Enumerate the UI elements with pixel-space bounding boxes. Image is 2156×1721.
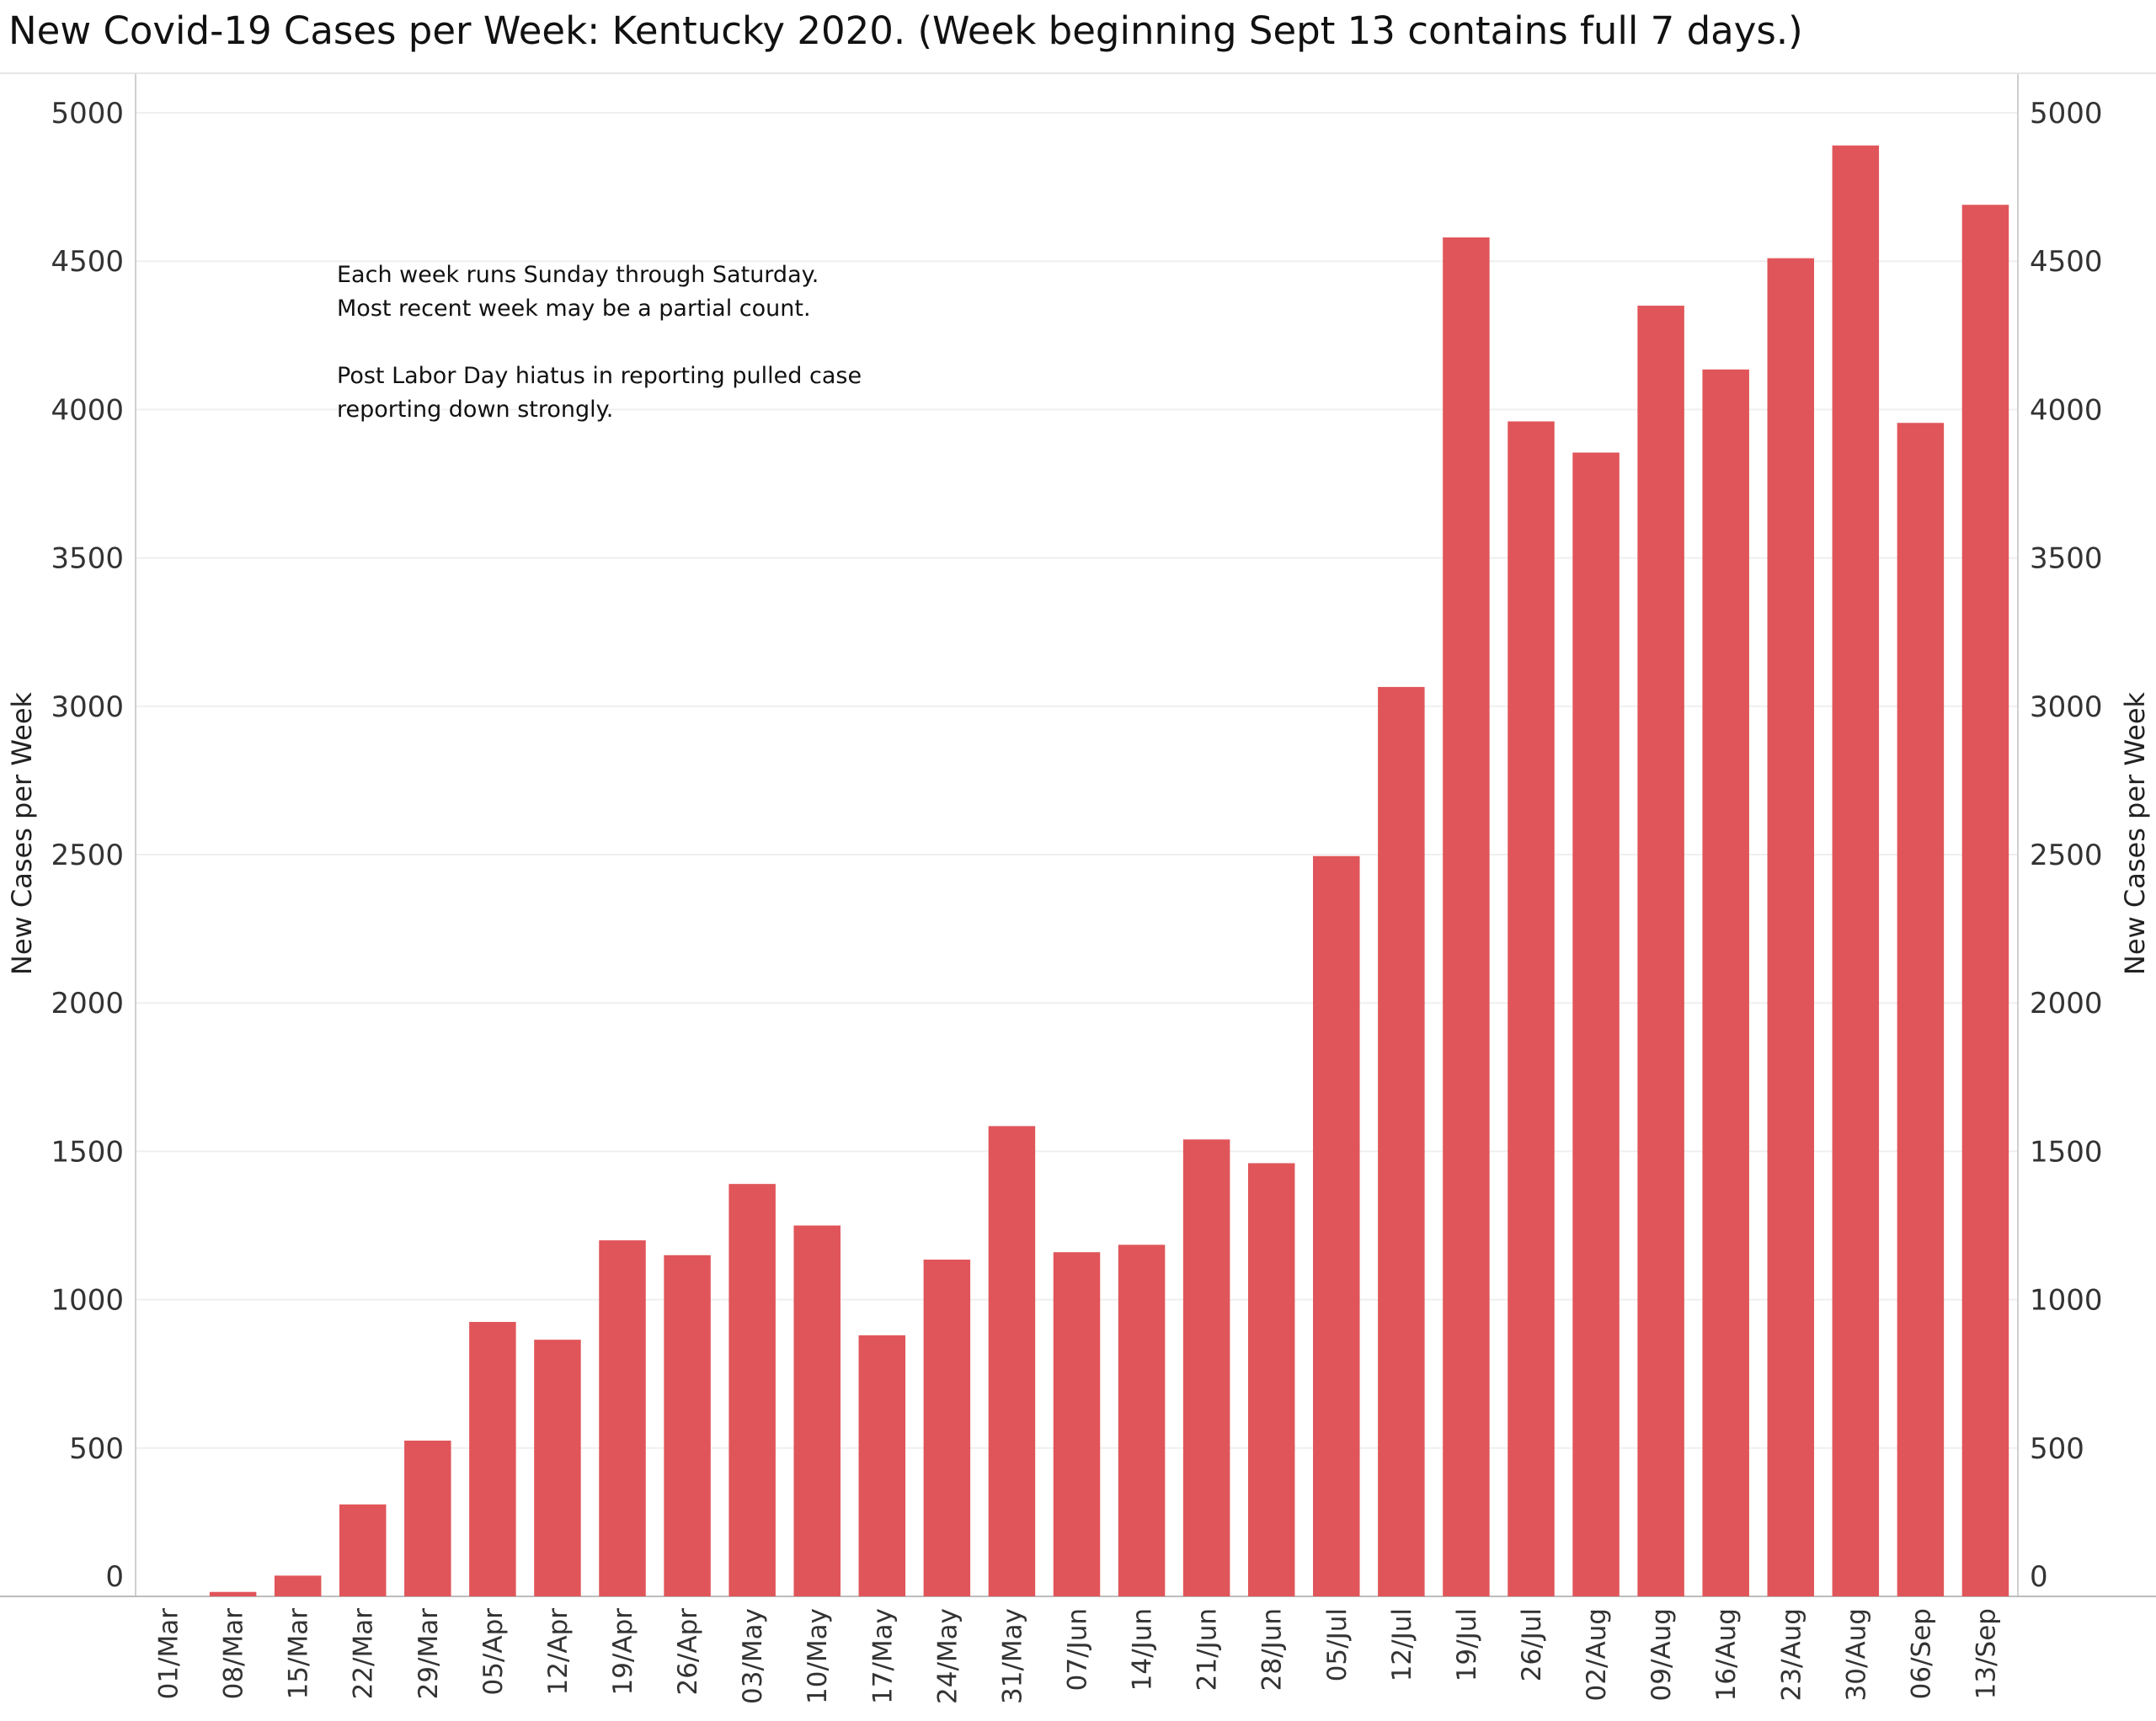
y-tick-label-left: 3500 (51, 542, 124, 576)
bar-29-mar (404, 1440, 451, 1596)
y-tick-label-right: 4500 (2030, 245, 2103, 279)
bar-02-aug (1572, 452, 1620, 1596)
x-tick-label: 12/Jul (1387, 1608, 1417, 1681)
bar-06-sep (1897, 423, 1945, 1596)
y-tick-label-right: 1000 (2030, 1284, 2103, 1318)
bar-14-jun (1118, 1244, 1166, 1596)
title-divider (0, 72, 2156, 74)
x-tick-label: 26/Apr (673, 1608, 703, 1696)
bar-10-may (793, 1225, 841, 1596)
y-tick-label-left: 5000 (51, 97, 124, 131)
x-tick-label: 09/Aug (1646, 1608, 1677, 1701)
annotation-line: Post Labor Day hiatus in reporting pulle… (337, 363, 862, 389)
y-tick-label-left: 3000 (51, 690, 124, 724)
bar-19-apr (599, 1240, 646, 1596)
bar-17-may (858, 1335, 906, 1596)
bar-30-aug (1832, 145, 1880, 1596)
bar-15-mar (274, 1575, 322, 1596)
y-tick-label-left: 500 (69, 1432, 124, 1466)
y-tick-label-right: 2500 (2030, 839, 2103, 872)
bar-12-jul (1378, 686, 1425, 1596)
y-tick-label-right: 4000 (2030, 393, 2103, 427)
x-tick-label: 14/Jun (1128, 1608, 1158, 1691)
bar-28-jun (1247, 1163, 1295, 1596)
bar-03-may (728, 1184, 776, 1596)
x-tick-label: 13/Sep (1971, 1608, 2001, 1699)
x-tick-label: 19/Jul (1452, 1608, 1482, 1681)
y-tick-label-left: 1500 (51, 1135, 124, 1169)
y-tick-label-right: 500 (2030, 1432, 2084, 1466)
y-tick-label-right: 1500 (2030, 1135, 2103, 1169)
y-tick-label-right: 3500 (2030, 542, 2103, 576)
x-tick-label: 01/Mar (154, 1608, 184, 1700)
annotation-spacer (337, 326, 862, 360)
y-tick-label-right: 3000 (2030, 690, 2103, 724)
x-tick-label: 15/Mar (284, 1608, 314, 1700)
bar-31-may (988, 1126, 1036, 1596)
bar-05-apr (469, 1322, 516, 1596)
y-axis-label-left: New Cases per Week (6, 691, 38, 975)
x-tick-label: 26/Jul (1517, 1608, 1547, 1681)
bar-22-mar (339, 1504, 387, 1596)
annotation-line: reporting down strongly. (337, 397, 614, 423)
y-tick-label-left: 2500 (51, 839, 124, 872)
y-tick-label-right: 0 (2030, 1560, 2048, 1594)
x-tick-label: 06/Sep (1906, 1608, 1936, 1699)
bar-16-aug (1702, 369, 1749, 1597)
y-tick-label-left: 4000 (51, 393, 124, 427)
annotation-line: Each week runs Sunday through Saturday. (337, 262, 819, 288)
x-tick-label: 16/Aug (1711, 1608, 1742, 1701)
x-tick-label: 19/Apr (608, 1608, 638, 1696)
x-tick-label: 05/Jul (1322, 1608, 1353, 1681)
x-tick-label: 30/Aug (1841, 1608, 1871, 1701)
x-tick-label: 24/May (932, 1608, 963, 1704)
bar-26-apr (664, 1255, 711, 1596)
x-tick-label: 07/Jun (1063, 1608, 1093, 1691)
bar-26-jul (1508, 421, 1555, 1597)
bar-19-jul (1443, 237, 1490, 1596)
y-tick-label-right: 2000 (2030, 987, 2103, 1020)
bar-13-sep (1961, 205, 2009, 1596)
y-axis-label-right: New Cases per Week (2119, 691, 2151, 975)
y-tick-label-left: 1000 (51, 1284, 124, 1318)
x-tick-label: 08/Mar (219, 1608, 249, 1700)
y-tick-label-left: 4500 (51, 245, 124, 279)
bars (209, 145, 2009, 1597)
chart-annotation: Each week runs Sunday through Saturday. M… (337, 258, 862, 427)
x-tick-label: 02/Aug (1582, 1608, 1612, 1701)
chart-title: New Covid-19 Cases per Week: Kentucky 20… (8, 8, 1803, 53)
annotation-line: Most recent week may be a partial count. (337, 296, 811, 322)
y-tick-label-left: 0 (105, 1560, 124, 1594)
bar-07-jun (1053, 1252, 1101, 1596)
bar-05-jul (1313, 855, 1360, 1596)
x-tick-label: 31/May (997, 1608, 1027, 1704)
x-tick-label: 17/May (867, 1608, 898, 1704)
x-tick-label: 28/Jun (1257, 1608, 1288, 1691)
x-tick-label: 23/Aug (1776, 1608, 1806, 1701)
bar-08-mar (209, 1591, 257, 1596)
y-tick-label-right: 5000 (2030, 97, 2103, 131)
x-tick-label: 03/May (738, 1608, 768, 1704)
bar-12-apr (534, 1340, 581, 1596)
y-tick-label-left: 2000 (51, 987, 124, 1020)
x-tick-label: 10/May (803, 1608, 833, 1704)
x-tick-label: 29/Mar (414, 1608, 444, 1700)
bar-24-may (923, 1260, 971, 1596)
x-tick-label: 12/Apr (543, 1608, 574, 1696)
bar-09-aug (1637, 306, 1684, 1596)
bar-23-aug (1767, 258, 1815, 1596)
x-tick-label: 22/Mar (349, 1608, 379, 1700)
x-tick-label: 21/Jun (1193, 1608, 1223, 1691)
x-tick-label: 05/Apr (478, 1608, 509, 1696)
bar-21-jun (1182, 1139, 1230, 1596)
